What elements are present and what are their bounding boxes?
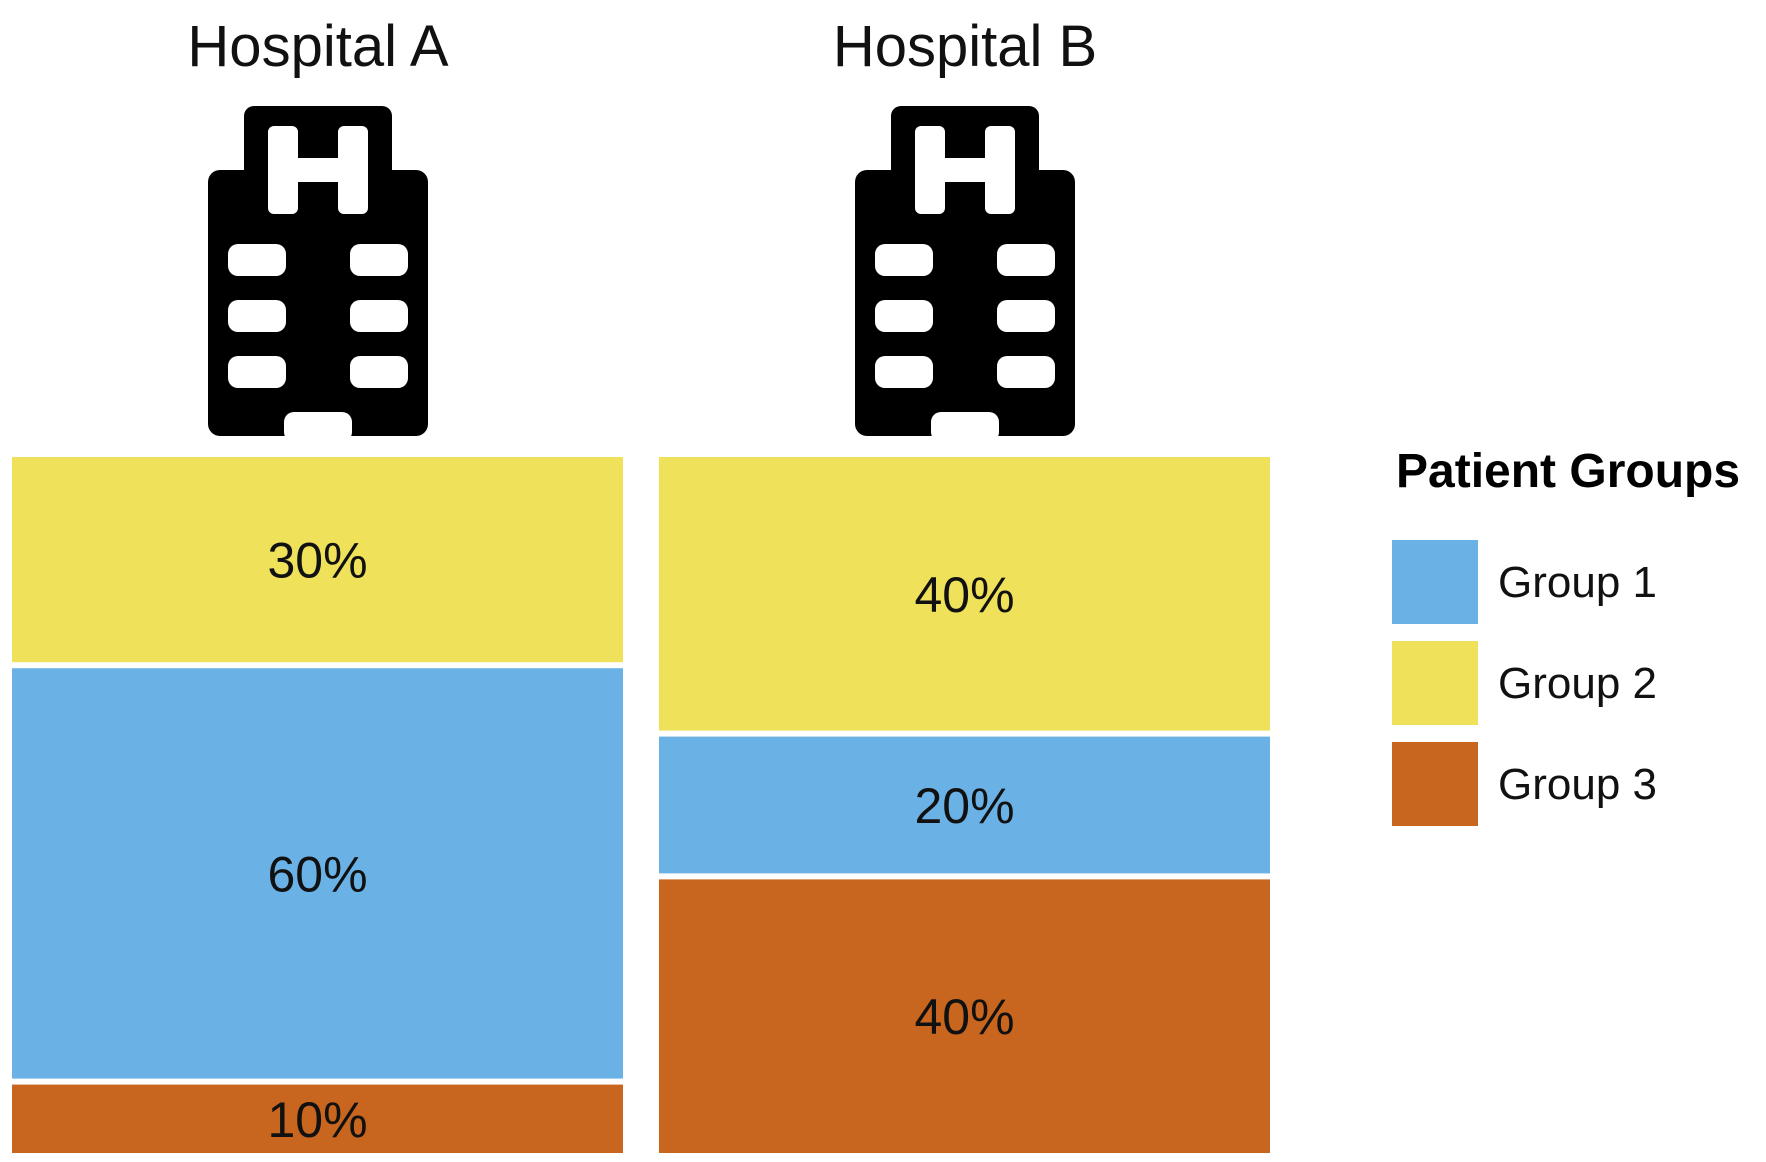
- segment-hospital-b-group-1: [659, 736, 1270, 874]
- segment-hospital-a-group-2: [12, 457, 623, 663]
- hospital-building-icon: [855, 106, 1075, 442]
- data-label: 40%: [914, 989, 1014, 1045]
- column-hospital-a: Hospital A 30% 60% 10%: [12, 14, 623, 1153]
- data-label: 10%: [267, 1092, 367, 1148]
- hospital-columns: Hospital A 30% 60% 10% Hospital B 40% 20% 40%: [12, 14, 1270, 1153]
- legend-title: Patient Groups: [1396, 445, 1740, 498]
- legend-swatch: [1392, 742, 1478, 826]
- legend: Patient Groups Group 1 Group 2 Group 3: [1392, 445, 1740, 826]
- legend-items: Group 1 Group 2 Group 3: [1392, 540, 1657, 826]
- segment-hospital-a-group-1: [12, 668, 623, 1079]
- segment-hospital-b-group-2: [659, 457, 1270, 731]
- data-label: 60%: [267, 846, 367, 902]
- data-label: 30%: [267, 533, 367, 589]
- hospital-title: Hospital A: [187, 14, 448, 79]
- hospital-title: Hospital B: [833, 14, 1097, 79]
- segment-hospital-b-group-3: [659, 879, 1270, 1153]
- data-label: 40%: [914, 567, 1014, 623]
- legend-swatch: [1392, 641, 1478, 725]
- legend-label: Group 3: [1498, 760, 1657, 809]
- hospital-building-icon: [208, 106, 428, 442]
- data-label: 20%: [914, 778, 1014, 834]
- legend-swatch: [1392, 540, 1478, 624]
- legend-label: Group 2: [1498, 659, 1657, 708]
- legend-item-group-3: Group 3: [1392, 742, 1657, 826]
- legend-item-group-2: Group 2: [1392, 641, 1657, 725]
- legend-item-group-1: Group 1: [1392, 540, 1657, 624]
- segment-hospital-a-group-3: [12, 1084, 623, 1153]
- column-hospital-b: Hospital B 40% 20% 40%: [659, 14, 1270, 1153]
- legend-label: Group 1: [1498, 558, 1657, 607]
